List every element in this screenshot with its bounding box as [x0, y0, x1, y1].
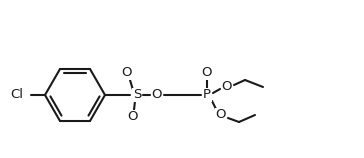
- Text: Cl: Cl: [10, 88, 23, 101]
- Text: O: O: [127, 110, 137, 124]
- Text: P: P: [203, 88, 211, 101]
- Text: O: O: [216, 109, 226, 122]
- Text: O: O: [152, 88, 162, 101]
- Text: S: S: [133, 88, 141, 101]
- Text: O: O: [122, 67, 132, 79]
- Text: O: O: [222, 80, 232, 94]
- Text: O: O: [202, 67, 212, 79]
